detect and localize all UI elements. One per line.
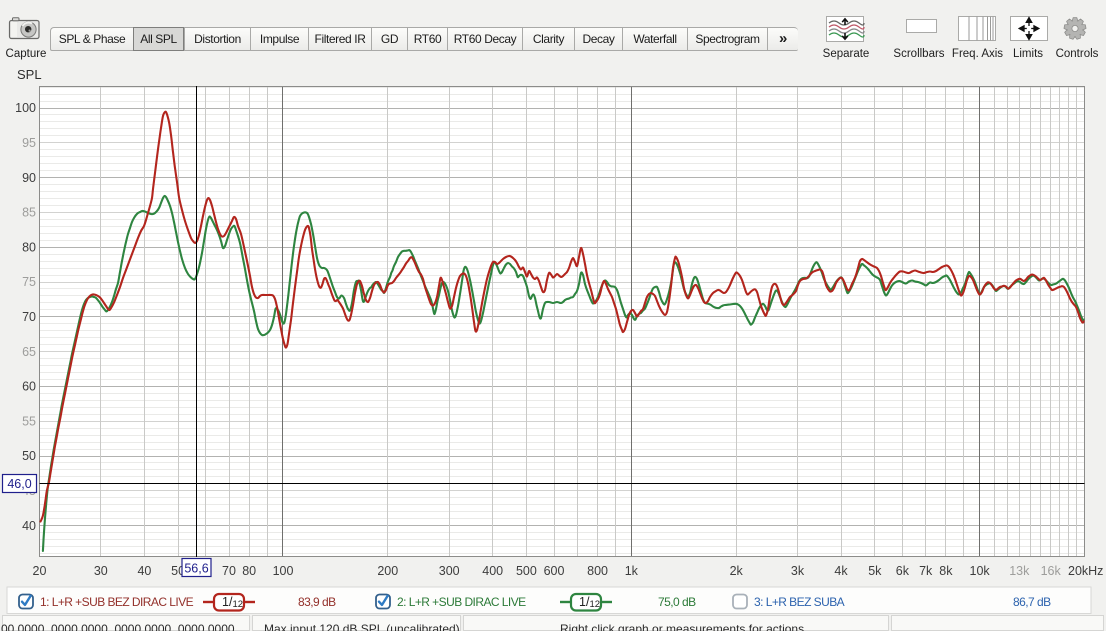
svg-text:200: 200 [377, 564, 398, 578]
svg-text:40: 40 [137, 564, 151, 578]
svg-text:70: 70 [22, 310, 36, 324]
svg-text:80: 80 [242, 564, 256, 578]
svg-text:4k: 4k [834, 564, 848, 578]
svg-text:10k: 10k [970, 564, 991, 578]
svg-text:86,7 dB: 86,7 dB [1013, 595, 1051, 609]
svg-text:55: 55 [22, 414, 36, 428]
svg-text:85: 85 [22, 206, 36, 220]
svg-text:20: 20 [33, 564, 47, 578]
svg-text:400: 400 [482, 564, 503, 578]
svg-text:46,0: 46,0 [7, 477, 31, 491]
svg-text:5k: 5k [868, 564, 882, 578]
svg-text:56,6: 56,6 [184, 562, 208, 576]
svg-text:75: 75 [22, 275, 36, 289]
svg-text:16k: 16k [1041, 564, 1062, 578]
svg-text:13k: 13k [1009, 564, 1030, 578]
svg-text:75,0 dB: 75,0 dB [658, 595, 696, 609]
svg-text:1k: 1k [625, 564, 639, 578]
svg-text:2: L+R +SUB DIRAC LIVE: 2: L+R +SUB DIRAC LIVE [397, 595, 526, 609]
svg-text:8k: 8k [939, 564, 953, 578]
svg-text:600: 600 [544, 564, 565, 578]
svg-text:90: 90 [22, 171, 36, 185]
svg-text:SPL: SPL [17, 67, 42, 82]
svg-text:60: 60 [22, 380, 36, 394]
svg-text:95: 95 [22, 136, 36, 150]
svg-text:30: 30 [94, 564, 108, 578]
svg-text:6k: 6k [896, 564, 910, 578]
svg-text:3k: 3k [791, 564, 805, 578]
svg-text:20kHz: 20kHz [1068, 564, 1103, 578]
svg-text:300: 300 [439, 564, 460, 578]
svg-text:1/12: 1/12 [222, 595, 243, 610]
svg-text:2k: 2k [730, 564, 744, 578]
svg-text:83,9 dB: 83,9 dB [298, 595, 336, 609]
svg-text:1: L+R +SUB BEZ DIRAC LIVE: 1: L+R +SUB BEZ DIRAC LIVE [40, 595, 194, 609]
svg-text:500: 500 [516, 564, 537, 578]
svg-text:65: 65 [22, 345, 36, 359]
svg-text:100: 100 [273, 564, 294, 578]
svg-text:7k: 7k [919, 564, 933, 578]
svg-text:80: 80 [22, 240, 36, 254]
svg-text:70: 70 [222, 564, 236, 578]
svg-text:50: 50 [22, 449, 36, 463]
svg-text:100: 100 [15, 101, 36, 115]
svg-text:3: L+R BEZ SUBA: 3: L+R BEZ SUBA [754, 595, 845, 609]
svg-text:40: 40 [22, 519, 36, 533]
svg-text:800: 800 [587, 564, 608, 578]
svg-text:1/12: 1/12 [579, 595, 600, 610]
